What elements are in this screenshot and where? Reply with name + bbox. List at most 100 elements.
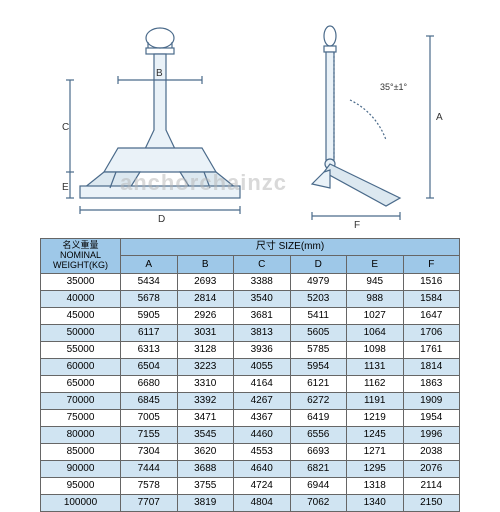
cell-weight: 95000: [41, 477, 121, 494]
col-header: E: [347, 256, 404, 273]
cell-value: 3813: [234, 324, 291, 341]
col-header: A: [121, 256, 178, 273]
cell-value: 1996: [403, 426, 460, 443]
cell-value: 1647: [403, 307, 460, 324]
cell-value: 6272: [290, 392, 347, 409]
cell-value: 4055: [234, 358, 291, 375]
cell-value: 1219: [347, 409, 404, 426]
cell-value: 3031: [177, 324, 234, 341]
anchor-diagram: B C E D: [40, 20, 460, 230]
cell-value: 5411: [290, 307, 347, 324]
cell-value: 6845: [121, 392, 178, 409]
table-row: 50000611730313813560510641706: [41, 324, 460, 341]
cell-value: 5954: [290, 358, 347, 375]
cell-value: 6117: [121, 324, 178, 341]
cell-value: 1162: [347, 375, 404, 392]
cell-value: 3620: [177, 443, 234, 460]
cell-value: 5605: [290, 324, 347, 341]
cell-value: 2693: [177, 273, 234, 290]
angle-label: 35°±1°: [380, 82, 408, 92]
cell-value: 3681: [234, 307, 291, 324]
cell-value: 1064: [347, 324, 404, 341]
table-row: 80000715535454460655612451996: [41, 426, 460, 443]
table-row: 75000700534714367641912191954: [41, 409, 460, 426]
table-row: 100000770738194804706213402150: [41, 494, 460, 511]
cell-value: 4640: [234, 460, 291, 477]
cell-value: 4460: [234, 426, 291, 443]
cell-value: 4804: [234, 494, 291, 511]
cell-value: 3388: [234, 273, 291, 290]
cell-value: 4367: [234, 409, 291, 426]
table-row: 4000056782814354052039881584: [41, 290, 460, 307]
dim-a-label: A: [436, 112, 443, 123]
cell-value: 1584: [403, 290, 460, 307]
cell-value: 2114: [403, 477, 460, 494]
cell-value: 2038: [403, 443, 460, 460]
cell-value: 4724: [234, 477, 291, 494]
cell-value: 4164: [234, 375, 291, 392]
cell-value: 1245: [347, 426, 404, 443]
cell-value: 1863: [403, 375, 460, 392]
cell-value: 2150: [403, 494, 460, 511]
cell-value: 988: [347, 290, 404, 307]
cell-weight: 80000: [41, 426, 121, 443]
cell-value: 4267: [234, 392, 291, 409]
table-row: 60000650432234055595411311814: [41, 358, 460, 375]
cell-value: 3128: [177, 341, 234, 358]
col-header: F: [403, 256, 460, 273]
cell-value: 1814: [403, 358, 460, 375]
cell-value: 3688: [177, 460, 234, 477]
cell-value: 6821: [290, 460, 347, 477]
cell-weight: 70000: [41, 392, 121, 409]
size-table: 名义重量 NOMINAL WEIGHT(KG) 尺寸 SIZE(mm) ABCD…: [40, 238, 460, 512]
dim-f-label: F: [354, 220, 360, 230]
cell-value: 7062: [290, 494, 347, 511]
cell-value: 7444: [121, 460, 178, 477]
cell-value: 1706: [403, 324, 460, 341]
dim-b-label: B: [156, 68, 163, 79]
cell-value: 1761: [403, 341, 460, 358]
col-header: D: [290, 256, 347, 273]
cell-value: 6419: [290, 409, 347, 426]
cell-value: 3755: [177, 477, 234, 494]
col-header: C: [234, 256, 291, 273]
cell-value: 3223: [177, 358, 234, 375]
cell-value: 6121: [290, 375, 347, 392]
cell-value: 5203: [290, 290, 347, 307]
table-row: 70000684533924267627211911909: [41, 392, 460, 409]
cell-value: 1909: [403, 392, 460, 409]
table-row: 55000631331283936578510981761: [41, 341, 460, 358]
table-row: 90000744436884640682112952076: [41, 460, 460, 477]
cell-value: 1271: [347, 443, 404, 460]
cell-weight: 40000: [41, 290, 121, 307]
cell-value: 7578: [121, 477, 178, 494]
cell-value: 6313: [121, 341, 178, 358]
cell-value: 1191: [347, 392, 404, 409]
cell-value: 5905: [121, 307, 178, 324]
cell-weight: 55000: [41, 341, 121, 358]
cell-value: 1098: [347, 341, 404, 358]
cell-weight: 35000: [41, 273, 121, 290]
dim-c-label: C: [62, 122, 69, 133]
cell-value: 6680: [121, 375, 178, 392]
table-row: 85000730436204553669312712038: [41, 443, 460, 460]
cell-weight: 50000: [41, 324, 121, 341]
cell-value: 7304: [121, 443, 178, 460]
cell-weight: 85000: [41, 443, 121, 460]
cell-value: 7155: [121, 426, 178, 443]
table-row: 3500054342693338849799451516: [41, 273, 460, 290]
table-row: 45000590529263681541110271647: [41, 307, 460, 324]
cell-value: 5678: [121, 290, 178, 307]
cell-value: 2814: [177, 290, 234, 307]
cell-value: 3310: [177, 375, 234, 392]
cell-value: 1340: [347, 494, 404, 511]
cell-value: 4979: [290, 273, 347, 290]
cell-value: 1131: [347, 358, 404, 375]
cell-value: 3545: [177, 426, 234, 443]
cell-value: 3936: [234, 341, 291, 358]
cell-value: 1295: [347, 460, 404, 477]
cell-value: 5434: [121, 273, 178, 290]
cell-value: 2076: [403, 460, 460, 477]
cell-value: 6944: [290, 477, 347, 494]
cell-value: 3392: [177, 392, 234, 409]
